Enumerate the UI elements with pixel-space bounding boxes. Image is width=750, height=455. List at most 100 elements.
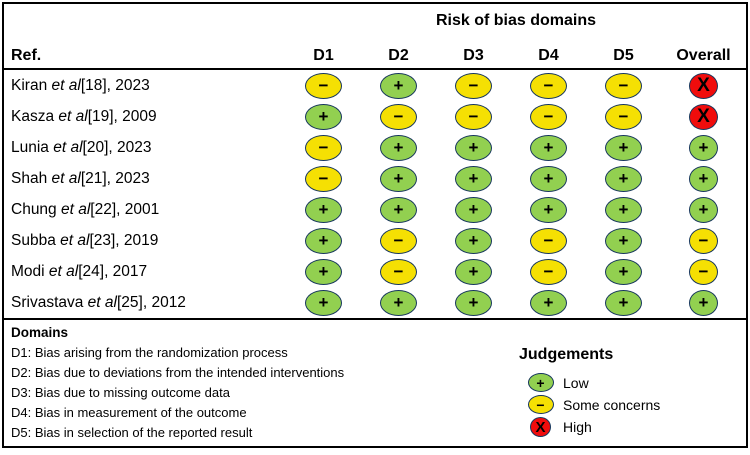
column-header-d3: D3 <box>463 47 484 64</box>
domains-title: Domains <box>11 325 69 340</box>
judgement-cell: − <box>286 163 361 194</box>
judgement-cell: − <box>436 70 511 101</box>
study-reference: Srivastava et al[25], 2012 <box>11 293 186 311</box>
judgement-some-icon: − <box>380 103 417 130</box>
rows-container: Kiran et al[18], 2023− + − − − X Kasza et al[1… <box>4 70 746 318</box>
judgement-cell: − <box>286 132 361 163</box>
judgement-cell: + <box>661 132 746 163</box>
judgement-low-icon: + <box>605 289 642 316</box>
study-reference: Kasza et al[19], 2009 <box>11 107 157 125</box>
judgement-some-icon: − <box>530 103 567 130</box>
judgement-low-icon: + <box>605 165 642 192</box>
judgement-cell: − <box>436 101 511 132</box>
table-row: Modi et al[24], 2017 + − + − + − <box>4 256 746 287</box>
judgement-cell: + <box>586 163 661 194</box>
judgement-cell: + <box>361 194 436 225</box>
figure-title: Risk of bias domains <box>435 11 597 29</box>
column-header-d5: D5 <box>613 47 634 64</box>
judgement-low-icon: + <box>455 165 492 192</box>
judgement-cell: − <box>586 101 661 132</box>
judgement-some-icon: − <box>455 72 492 99</box>
judgement-low-icon: + <box>380 72 417 99</box>
domain-definition-d2: D2: Bias due to deviations from the inte… <box>11 365 345 380</box>
judgement-cell: X <box>661 70 746 101</box>
judgement-low-icon: + <box>455 227 492 254</box>
judgement-low-icon: + <box>380 196 417 223</box>
judgement-low-icon: + <box>530 134 567 161</box>
judgement-cell: + <box>586 225 661 256</box>
judgement-cell: + <box>436 256 511 287</box>
legend-item-some-concerns: − Some concerns <box>507 395 742 414</box>
domain-definition-d4: D4: Bias in measurement of the outcome <box>11 405 247 420</box>
judgement-low-icon: + <box>530 289 567 316</box>
judgement-some-icon: − <box>380 227 417 254</box>
judgement-cell: + <box>511 194 586 225</box>
judgement-low-icon: + <box>380 134 417 161</box>
judgement-cell: − <box>511 101 586 132</box>
judgement-cell: + <box>436 163 511 194</box>
judgements-title: Judgements <box>519 346 614 363</box>
judgement-cell: + <box>586 132 661 163</box>
judgement-low-icon: + <box>689 134 718 161</box>
judgement-some-icon: − <box>305 134 342 161</box>
ref-column-header: Ref. <box>11 47 42 64</box>
judgement-low-icon: + <box>455 258 492 285</box>
judgement-cell: + <box>361 132 436 163</box>
legend-icon-wrap: X <box>527 417 554 437</box>
judgement-cell: + <box>361 287 436 318</box>
judgement-cell: + <box>661 163 746 194</box>
table-row: Kiran et al[18], 2023 − + − − − X <box>4 70 746 101</box>
table-row: Chung et al[22], 2001 + + + + + + <box>4 194 746 225</box>
judgement-low-icon: + <box>605 134 642 161</box>
judgement-low-icon: + <box>380 289 417 316</box>
judgement-cell: − <box>361 256 436 287</box>
judgement-cell: − <box>661 225 746 256</box>
judgement-cell: X <box>661 101 746 132</box>
judgement-some-concerns-icon: − <box>527 395 554 414</box>
column-header-row: Ref. D1 D2 D3 D4 D5 Overall <box>4 37 746 70</box>
table-row: Shah et al[21], 2023 − + + + + + <box>4 163 746 194</box>
judgement-some-icon: − <box>530 227 567 254</box>
judgement-cell: − <box>361 101 436 132</box>
judgement-cell: − <box>661 256 746 287</box>
column-header-d1: D1 <box>313 47 334 64</box>
judgement-low-icon: + <box>530 165 567 192</box>
figure-frame: Risk of bias domains Ref. D1 D2 D3 D4 D5… <box>2 2 748 448</box>
judgement-cell: + <box>286 101 361 132</box>
judgement-low-icon: + <box>689 165 718 192</box>
judgement-cell: + <box>436 132 511 163</box>
judgement-low-icon: + <box>527 373 554 392</box>
study-reference: Kiran et al[18], 2023 <box>11 76 150 94</box>
legend-label-some-concerns: Some concerns <box>563 396 661 413</box>
judgement-cell: + <box>436 194 511 225</box>
judgement-low-icon: + <box>689 196 718 223</box>
judgement-low-icon: + <box>305 289 342 316</box>
judgement-low-icon: + <box>530 196 567 223</box>
judgements-legend: Judgements + Low − Some concerns X High <box>507 346 742 440</box>
judgement-some-icon: − <box>689 258 718 285</box>
judgement-cell: + <box>586 194 661 225</box>
study-reference: Subba et al[23], 2019 <box>11 231 159 249</box>
judgement-cell: − <box>511 256 586 287</box>
judgement-cell: − <box>511 70 586 101</box>
study-reference: Lunia et al[20], 2023 <box>11 138 152 156</box>
judgement-cell: + <box>436 287 511 318</box>
judgement-cell: + <box>511 163 586 194</box>
domains-block: Domains D1: Bias arising from the random… <box>4 320 746 443</box>
table-row: Kasza et al[19], 2009 + − − − − X <box>4 101 746 132</box>
study-reference: Shah et al[21], 2023 <box>11 169 150 187</box>
judgement-some-icon: − <box>689 227 718 254</box>
judgement-low-icon: + <box>605 227 642 254</box>
judgement-some-icon: − <box>380 258 417 285</box>
judgement-low-icon: + <box>455 196 492 223</box>
legend-icon-wrap: + <box>527 373 554 392</box>
table-row: Subba et al[23], 2019 + − + − + − <box>4 225 746 256</box>
domain-definition-d3: D3: Bias due to missing outcome data <box>11 385 230 400</box>
judgement-cell: + <box>511 287 586 318</box>
judgement-some-icon: − <box>305 165 342 192</box>
judgement-cell: − <box>586 70 661 101</box>
judgement-cell: + <box>586 287 661 318</box>
title-band: Risk of bias domains <box>4 4 746 37</box>
judgement-some-icon: − <box>455 103 492 130</box>
legend-label-low: Low <box>563 374 589 391</box>
